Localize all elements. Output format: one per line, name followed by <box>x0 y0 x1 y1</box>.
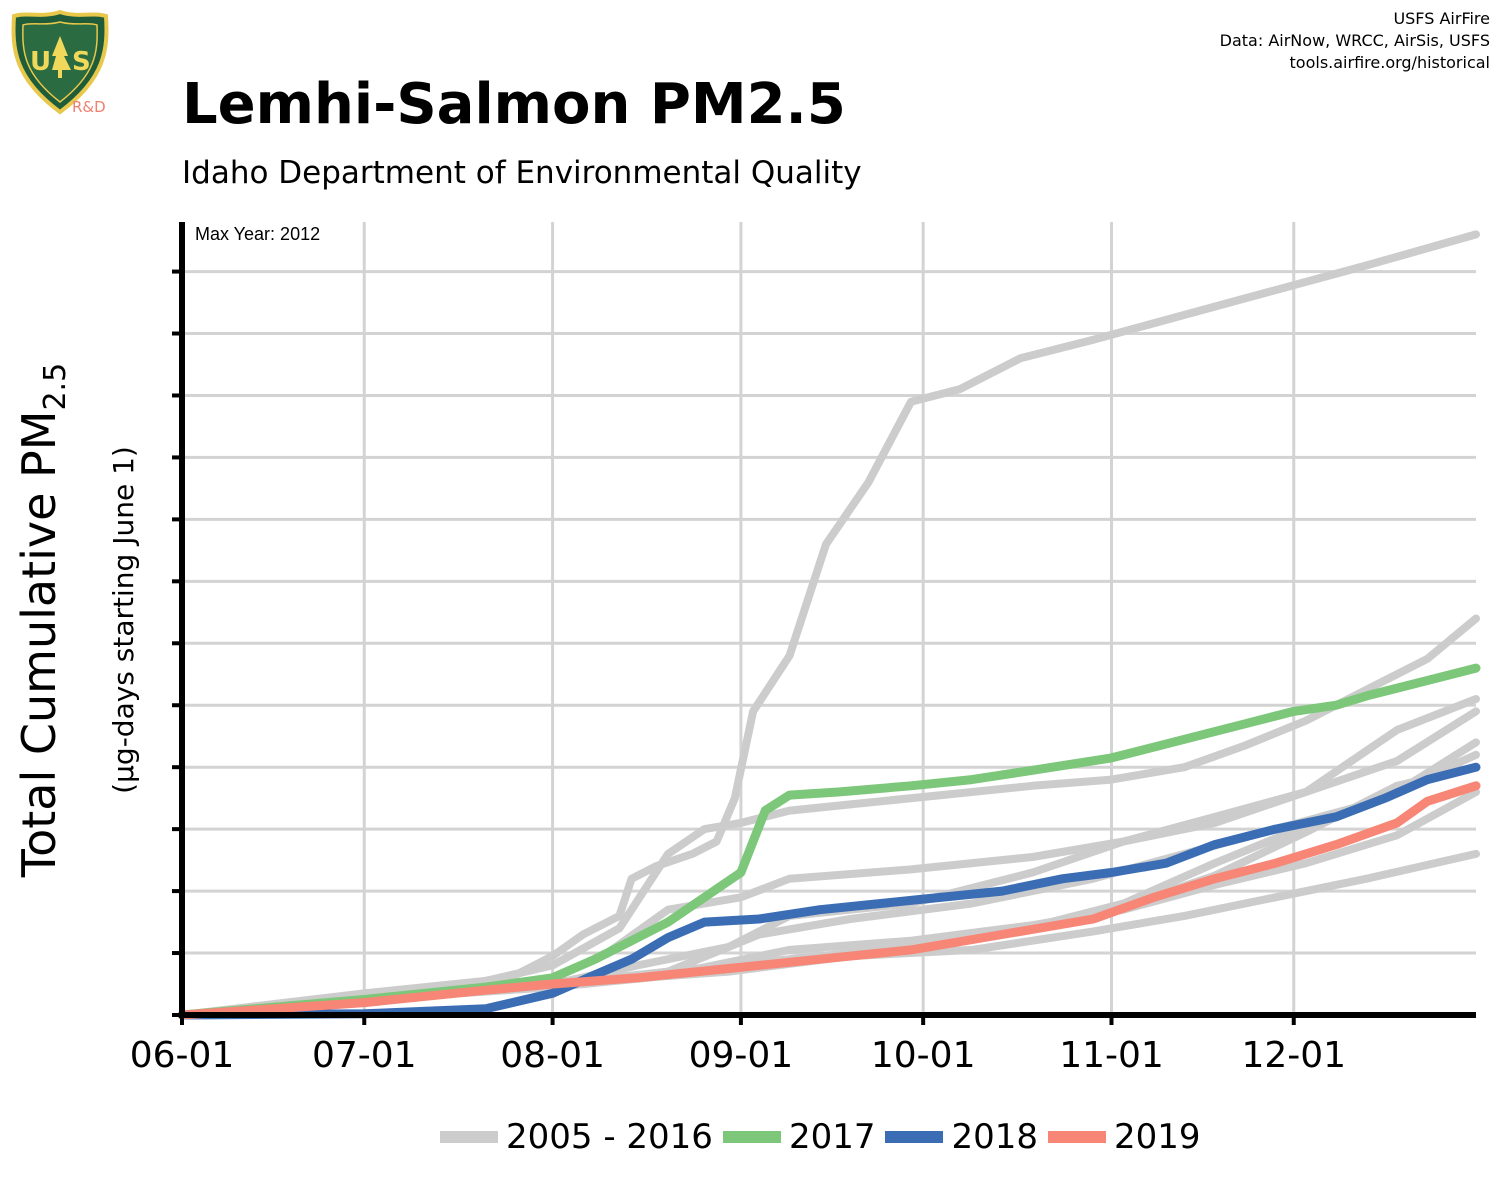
credit-line: USFS AirFire <box>1393 9 1490 28</box>
legend-label: 2005 - 2016 <box>506 1117 713 1157</box>
credit-line: tools.airfire.org/historical <box>1289 53 1490 72</box>
x-tick-label: 07-01 <box>312 1035 417 1076</box>
x-tick-label: 08-01 <box>500 1035 605 1076</box>
y-axis-units: (µg-days starting June 1) <box>107 446 140 794</box>
legend-item: 2019 <box>1048 1117 1201 1157</box>
legend-label: 2019 <box>1114 1117 1201 1157</box>
legend-swatch <box>1048 1131 1107 1143</box>
x-tick-label: 11-01 <box>1059 1035 1164 1076</box>
chart-title: Lemhi-Salmon PM2.5 <box>182 72 846 137</box>
credit-line: Data: AirNow, WRCC, AirSis, USFS <box>1219 31 1490 50</box>
x-tick-label: 06-01 <box>130 1035 235 1076</box>
logo-tag: R&D <box>72 98 106 116</box>
legend-item: 2005 - 2016 <box>440 1117 713 1157</box>
chart-legend: 2005 - 2016 2017 2018 2019 <box>440 1112 1211 1162</box>
svg-text:S: S <box>72 47 91 77</box>
legend-label: 2018 <box>951 1117 1039 1157</box>
series-line <box>178 614 1480 1019</box>
svg-text:U: U <box>30 47 51 77</box>
legend-swatch <box>440 1131 498 1143</box>
x-tick-label: 12-01 <box>1241 1035 1346 1076</box>
max-year-annotation: Max Year: 2012 <box>195 224 320 244</box>
legend-item: 2017 <box>722 1117 876 1157</box>
legend-swatch <box>722 1131 781 1143</box>
credits: USFS AirFire Data: AirNow, WRCC, AirSis,… <box>1220 8 1490 74</box>
y-axis-label: Total Cumulative PM2.5 <box>12 363 73 878</box>
x-tick-label: 10-01 <box>871 1035 976 1076</box>
x-tick-label: 09-01 <box>689 1035 794 1076</box>
legend-label: 2017 <box>788 1117 876 1157</box>
chart-subtitle: Idaho Department of Environmental Qualit… <box>182 155 862 191</box>
legend-item: 2018 <box>885 1117 1038 1157</box>
usfs-shield-icon: U S <box>11 9 109 115</box>
legend-swatch <box>885 1131 944 1143</box>
series-line <box>177 781 1481 1020</box>
series-line <box>177 663 1481 1020</box>
